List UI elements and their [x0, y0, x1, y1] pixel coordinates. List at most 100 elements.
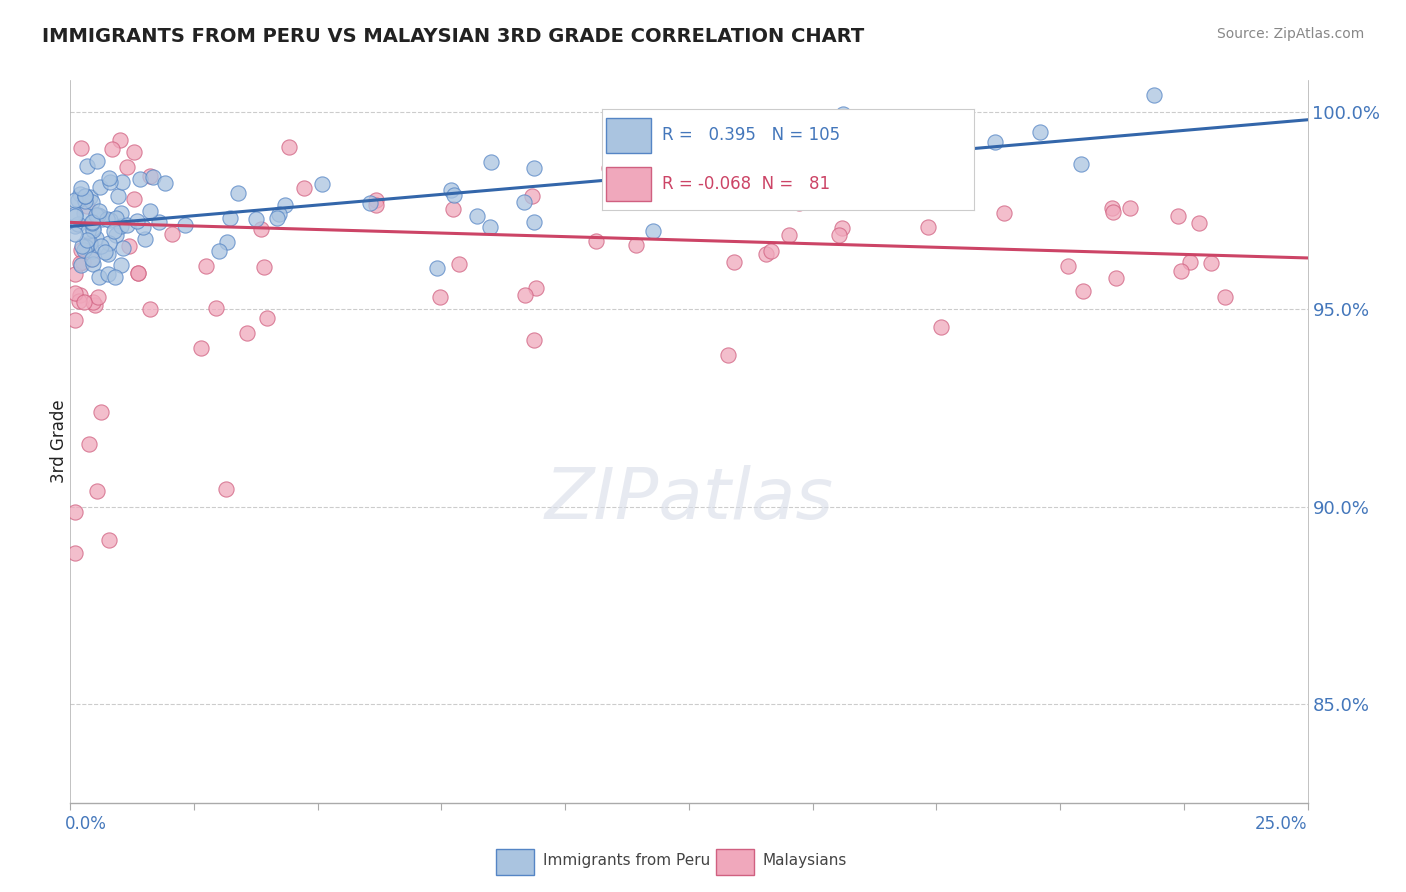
Point — [267, 206, 290, 220]
Point — [1188, 216, 1211, 230]
Point — [82, 221, 104, 235]
Point — [115, 161, 138, 175]
Point — [82, 257, 104, 271]
Point — [87, 204, 110, 219]
Point — [523, 333, 546, 347]
Point — [103, 223, 125, 237]
Point — [76, 199, 98, 213]
Point — [789, 125, 811, 139]
Point — [96, 211, 118, 226]
Text: Immigrants from Peru: Immigrants from Peru — [543, 854, 710, 868]
Point — [69, 141, 91, 155]
Point — [253, 260, 276, 274]
Point — [160, 227, 183, 241]
Point — [311, 178, 333, 192]
Point — [208, 244, 231, 258]
Point — [139, 203, 162, 218]
Point — [73, 294, 96, 309]
Point — [87, 290, 110, 304]
Text: 0.0%: 0.0% — [65, 814, 107, 832]
Point — [94, 244, 117, 259]
Point — [117, 219, 139, 233]
Point — [75, 194, 97, 209]
Point — [274, 198, 297, 212]
Point — [80, 215, 103, 229]
Point — [89, 269, 111, 284]
Point — [218, 211, 240, 226]
Point — [716, 348, 738, 362]
Point — [110, 219, 132, 233]
Point — [98, 235, 121, 250]
Point — [132, 219, 155, 234]
Point — [80, 252, 103, 266]
Point — [831, 221, 853, 235]
Point — [366, 193, 388, 207]
Text: IMMIGRANTS FROM PERU VS MALAYSIAN 3RD GRADE CORRELATION CHART: IMMIGRANTS FROM PERU VS MALAYSIAN 3RD GR… — [42, 27, 865, 45]
Point — [727, 161, 749, 176]
Point — [759, 244, 782, 259]
Point — [82, 216, 104, 230]
FancyBboxPatch shape — [496, 849, 534, 874]
Point — [105, 228, 128, 243]
Point — [98, 213, 121, 227]
Point — [465, 209, 488, 223]
Point — [723, 255, 745, 269]
Point — [266, 211, 288, 225]
Point — [70, 243, 93, 257]
Point — [80, 252, 103, 266]
Point — [110, 258, 132, 272]
Point — [86, 153, 108, 168]
Point — [831, 106, 853, 120]
Point — [801, 154, 824, 169]
Point — [1119, 201, 1142, 215]
Point — [97, 247, 120, 261]
Point — [443, 187, 465, 202]
Point — [725, 137, 748, 152]
Point — [90, 405, 112, 419]
Point — [79, 236, 101, 251]
Point — [643, 224, 665, 238]
Point — [107, 189, 129, 203]
Point — [278, 140, 301, 154]
Point — [80, 244, 103, 259]
Point — [66, 218, 89, 232]
Point — [524, 281, 547, 295]
Point — [585, 234, 607, 248]
Point — [1170, 264, 1192, 278]
Point — [84, 230, 107, 244]
Point — [104, 211, 127, 225]
Text: Source: ZipAtlas.com: Source: ZipAtlas.com — [1216, 27, 1364, 41]
Point — [513, 288, 536, 302]
Point — [87, 208, 110, 222]
Point — [75, 188, 97, 202]
Point — [148, 215, 170, 229]
Point — [929, 320, 952, 334]
Point — [478, 220, 501, 235]
Point — [73, 243, 96, 257]
Point — [72, 255, 94, 269]
Point — [598, 161, 620, 176]
Point — [98, 533, 121, 548]
Point — [112, 241, 135, 255]
Point — [443, 202, 465, 216]
Point — [125, 214, 148, 228]
Point — [1102, 205, 1125, 219]
Point — [69, 256, 91, 270]
Text: ZIPatlas: ZIPatlas — [544, 465, 834, 533]
Point — [65, 227, 87, 242]
Point — [1143, 88, 1166, 103]
Point — [111, 175, 134, 189]
Point — [194, 259, 217, 273]
Point — [703, 161, 725, 176]
Point — [1070, 157, 1092, 171]
Point — [65, 505, 87, 519]
Point — [1178, 255, 1201, 269]
Point — [138, 301, 160, 316]
Point — [860, 110, 883, 124]
Point — [104, 270, 127, 285]
Point — [65, 285, 87, 300]
Point — [173, 218, 195, 232]
Point — [250, 221, 273, 235]
Point — [1101, 201, 1123, 215]
Point — [82, 223, 104, 237]
